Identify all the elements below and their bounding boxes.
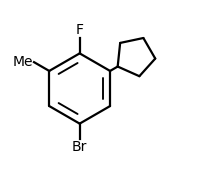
Text: Br: Br: [72, 140, 87, 154]
Text: F: F: [76, 23, 84, 37]
Text: Me: Me: [12, 55, 33, 69]
